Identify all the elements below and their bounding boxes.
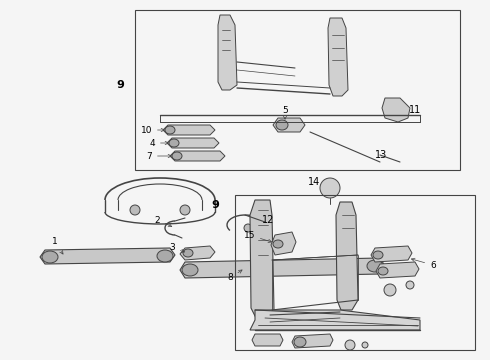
Text: 7: 7	[146, 152, 171, 161]
Polygon shape	[273, 118, 305, 132]
Ellipse shape	[180, 205, 190, 215]
Text: 9: 9	[211, 200, 219, 210]
Text: 15: 15	[244, 230, 271, 243]
Text: 3: 3	[169, 243, 185, 252]
Ellipse shape	[320, 178, 340, 198]
Ellipse shape	[244, 224, 252, 232]
Polygon shape	[163, 125, 215, 135]
Ellipse shape	[406, 281, 414, 289]
Polygon shape	[328, 18, 348, 96]
Text: 2: 2	[154, 216, 172, 227]
Text: 14: 14	[308, 177, 320, 187]
Polygon shape	[376, 262, 419, 278]
Polygon shape	[40, 248, 175, 264]
Polygon shape	[180, 258, 385, 278]
Text: 6: 6	[412, 258, 436, 270]
Text: 1: 1	[52, 238, 63, 254]
Polygon shape	[292, 334, 333, 348]
Text: 11: 11	[409, 105, 421, 115]
Text: 8: 8	[227, 270, 242, 283]
Polygon shape	[250, 200, 274, 318]
Ellipse shape	[172, 152, 182, 160]
Ellipse shape	[378, 267, 388, 275]
Polygon shape	[252, 334, 283, 346]
Text: 10: 10	[141, 126, 165, 135]
Polygon shape	[336, 202, 358, 310]
Polygon shape	[180, 246, 215, 260]
Ellipse shape	[362, 342, 368, 348]
Text: 9: 9	[116, 80, 124, 90]
Polygon shape	[271, 232, 296, 255]
Text: 4: 4	[149, 139, 169, 148]
Polygon shape	[250, 310, 420, 330]
Polygon shape	[218, 15, 237, 90]
Ellipse shape	[345, 340, 355, 350]
Ellipse shape	[165, 126, 175, 134]
Ellipse shape	[157, 250, 173, 262]
Polygon shape	[371, 246, 412, 262]
Ellipse shape	[276, 120, 288, 130]
Ellipse shape	[384, 284, 396, 296]
Ellipse shape	[294, 337, 306, 347]
Polygon shape	[170, 151, 225, 161]
Polygon shape	[382, 98, 410, 122]
Text: 5: 5	[282, 105, 288, 119]
Ellipse shape	[182, 264, 198, 276]
Ellipse shape	[273, 240, 283, 248]
Text: 13: 13	[375, 150, 387, 160]
Ellipse shape	[373, 251, 383, 259]
Ellipse shape	[183, 249, 193, 257]
Text: 12: 12	[262, 215, 274, 225]
Ellipse shape	[169, 139, 179, 147]
Ellipse shape	[367, 260, 383, 272]
Polygon shape	[167, 138, 219, 148]
Ellipse shape	[42, 251, 58, 263]
Ellipse shape	[130, 205, 140, 215]
